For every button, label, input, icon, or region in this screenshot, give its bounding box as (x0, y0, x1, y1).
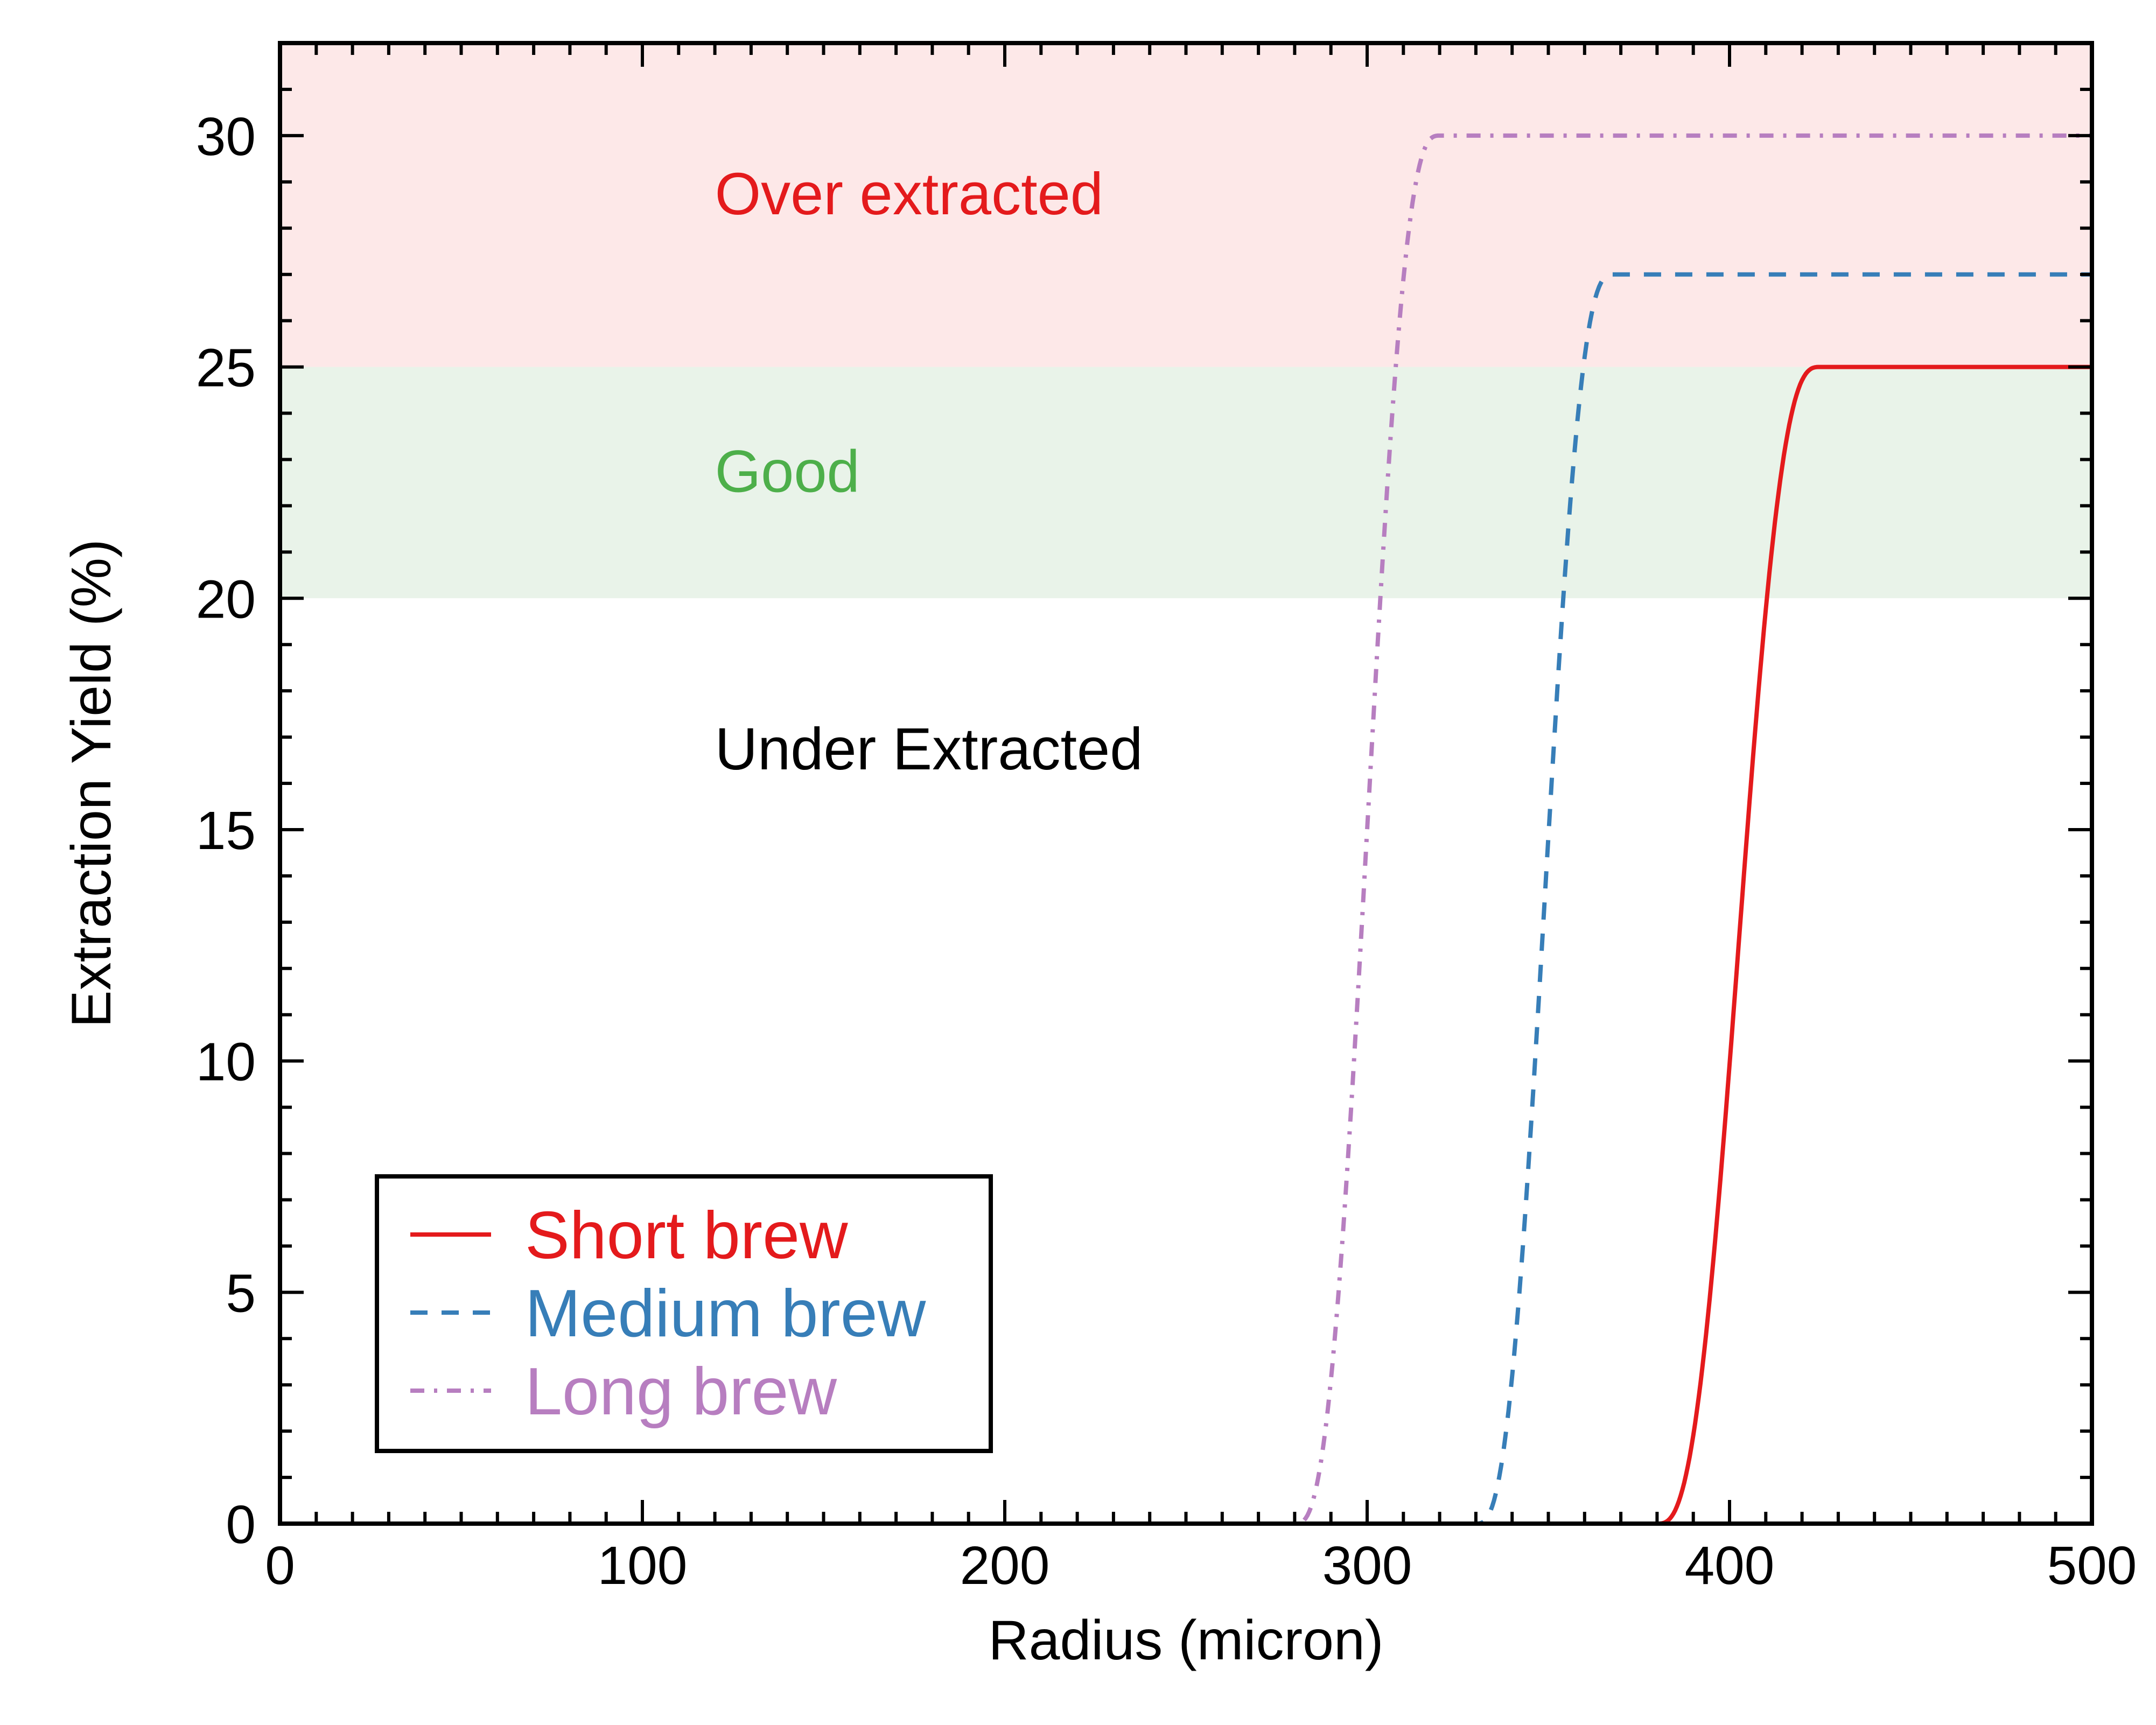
y-axis-title: Extraction Yield (%) (60, 539, 123, 1027)
y-tick-label: 0 (226, 1495, 256, 1555)
region-band-good (280, 367, 2092, 599)
axis-ticks (278, 41, 2094, 1525)
y-tick-label: 30 (196, 107, 256, 167)
x-tick-label: 200 (960, 1535, 1050, 1596)
region-band-over (280, 43, 2092, 367)
x-tick-label: 500 (2047, 1535, 2137, 1596)
y-tick-label: 5 (226, 1263, 256, 1323)
x-tick-labels: 0 100 200 300 400 500 (265, 1535, 2137, 1596)
legend-label-long-brew: Long brew (525, 1355, 837, 1429)
region-label-over: Over extracted (715, 161, 1103, 227)
x-tick-label: 100 (598, 1535, 688, 1596)
y-tick-label: 10 (196, 1032, 256, 1092)
y-tick-label: 25 (196, 338, 256, 398)
y-tick-label: 20 (196, 569, 256, 629)
legend-label-short-brew: Short brew (525, 1198, 848, 1273)
region-bands (280, 43, 2092, 1524)
region-label-under: Under Extracted (715, 716, 1143, 782)
region-labels: Over extracted Good Under Extracted (715, 161, 1143, 782)
legend-label-medium-brew: Medium brew (525, 1277, 926, 1351)
x-tick-label: 400 (1685, 1535, 1775, 1596)
region-label-good: Good (715, 439, 860, 505)
y-tick-labels: 0 5 10 15 20 25 30 (196, 107, 256, 1555)
y-tick-label: 15 (196, 801, 256, 861)
x-tick-label: 0 (265, 1535, 295, 1596)
x-tick-label: 300 (1322, 1535, 1412, 1596)
x-axis-title: Radius (micron) (989, 1609, 1384, 1672)
